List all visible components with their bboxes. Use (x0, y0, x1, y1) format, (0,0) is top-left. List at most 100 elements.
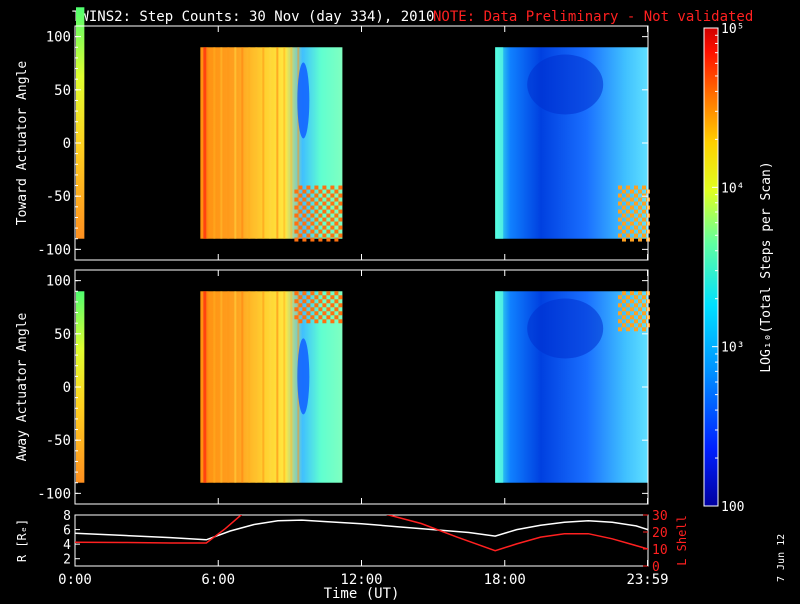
heatmap-cell (626, 193, 630, 198)
y-tick-label-left: 8 (63, 509, 71, 524)
heatmap-low-feature (297, 338, 310, 415)
heatmap-cell (638, 197, 642, 202)
heatmap-cell (338, 233, 343, 238)
heatmap-cell (638, 307, 642, 312)
heatmap-cell (322, 295, 327, 300)
heatmap-cell (626, 217, 630, 222)
y-tick-label-left: 2 (63, 553, 71, 568)
heatmap-stripe (297, 47, 300, 239)
heatmap-cell (306, 233, 311, 238)
heatmap-cell (338, 185, 343, 190)
heatmap-cell (326, 213, 331, 218)
heatmap-cell (618, 233, 622, 238)
heatmap-cell (334, 189, 339, 194)
heatmap-cell (630, 229, 634, 234)
heatmap-cell (302, 315, 307, 320)
heatmap-cell (310, 299, 315, 304)
heatmap-cell (330, 295, 335, 300)
heatmap-stripe (262, 47, 265, 239)
heatmap-cell (322, 201, 327, 206)
y-tick-label: -50 (46, 433, 71, 449)
heatmap-cell (306, 225, 311, 230)
heatmap-cell (622, 299, 626, 304)
heatmap-cell (330, 217, 335, 222)
radius-axis-label: R [Rₑ] (15, 519, 29, 562)
heatmap-cell (322, 311, 327, 316)
heatmap-cell (314, 185, 319, 190)
heatmap-cell (326, 229, 331, 234)
heatmap-cell (642, 201, 646, 206)
y-tick-label-right: 30 (652, 509, 668, 524)
heatmap-stripe (269, 291, 272, 483)
y-tick-label: 0 (63, 380, 71, 396)
heatmap-stripe (290, 291, 293, 483)
heatmap-cell (618, 295, 622, 300)
heatmap-cell (310, 189, 315, 194)
heatmap-cell (630, 291, 634, 296)
heatmap-cell (310, 221, 315, 226)
heatmap-stripe (220, 47, 223, 239)
heatmap-cell (626, 233, 630, 238)
heatmap-cell (638, 315, 642, 320)
y-tick-label: -50 (46, 189, 71, 205)
heatmap-cell (314, 311, 319, 316)
heatmap-cell (302, 213, 307, 218)
heatmap-cell (314, 233, 319, 238)
colorbar-label: LOG₁₀(Total Steps per Scan) (759, 161, 774, 372)
heatmap-stripe (248, 291, 251, 483)
heatmap-cell (298, 303, 303, 308)
heatmap-cell (318, 315, 323, 320)
heatmap-stripe (234, 291, 237, 483)
heatmap-cell (618, 201, 622, 206)
heatmap-cell (330, 319, 335, 324)
heatmap-cell (294, 189, 299, 194)
heatmap-stripe (290, 47, 293, 239)
heatmap-cell (322, 233, 327, 238)
heatmap-cell (294, 213, 299, 218)
heatmap-cell (302, 291, 307, 296)
heatmap-cell (326, 189, 331, 194)
heatmap-cell (642, 193, 646, 198)
heatmap-cell (618, 185, 622, 190)
x-tick-label: 6:00 (201, 572, 235, 588)
heatmap-cell (338, 217, 343, 222)
heatmap-low-feature (527, 298, 604, 359)
x-tick-label: 0:00 (58, 572, 92, 588)
heatmap-cell (626, 319, 630, 324)
heatmap-stripe (241, 291, 244, 483)
y-tick-label: 50 (54, 83, 71, 99)
heatmap-cell (630, 213, 634, 218)
heatmap-cell (338, 319, 343, 324)
heatmap-cell (630, 205, 634, 210)
y-tick-label: 100 (46, 30, 71, 46)
date-stamp: 7 Jun 12 (776, 534, 787, 582)
heatmap-cell (322, 303, 327, 308)
heatmap-cell (642, 233, 646, 238)
heatmap-cell (638, 205, 642, 210)
heatmap-stripe (262, 291, 265, 483)
heatmap-cell (630, 189, 634, 194)
toward-panel: 100 50 0 -50 -100 Toward Actuator Angle (15, 7, 650, 261)
heatmap-cell (318, 291, 323, 296)
heatmap-cell (618, 303, 622, 308)
heatmap-cell (306, 201, 311, 206)
heatmap-cell (302, 221, 307, 226)
heatmap-cell (622, 307, 626, 312)
heatmap-cell (634, 225, 638, 230)
heatmap-cell (302, 197, 307, 202)
heatmap-cell (622, 323, 626, 328)
heatmap-cell (330, 233, 335, 238)
heatmap-cell (294, 237, 299, 242)
heatmap-cell (322, 217, 327, 222)
heatmap-cell (630, 237, 634, 242)
heatmap-stripe (213, 291, 216, 483)
heatmap-low-feature (527, 54, 604, 115)
heatmap-cell (634, 295, 638, 300)
colorbar: 10⁵ 10⁴ 10³ 100 LOG₁₀(Total Steps per Scan) (703, 22, 774, 515)
x-tick-label: 23:59 (626, 572, 668, 588)
heatmap-cell (338, 193, 343, 198)
preliminary-note: NOTE: Data Preliminary - Not validated (433, 9, 753, 25)
heatmap-cell (642, 217, 646, 222)
heatmap-cell (622, 213, 626, 218)
heatmap-cell (298, 295, 303, 300)
